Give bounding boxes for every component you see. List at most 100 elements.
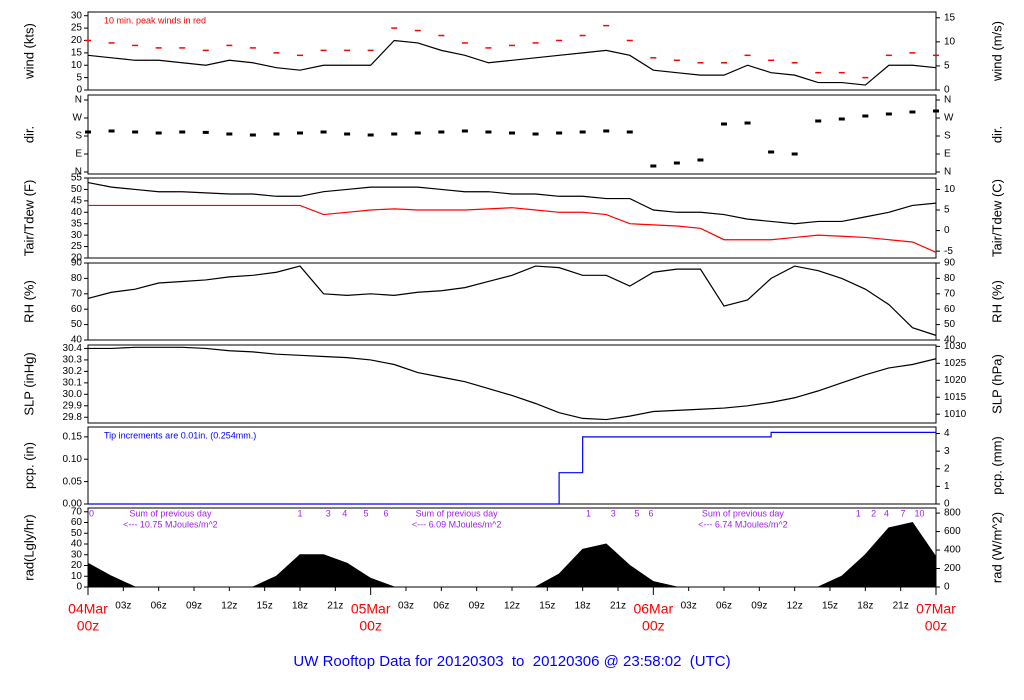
panel-frame bbox=[87, 344, 937, 424]
y-tick-label: 0.05 bbox=[63, 476, 83, 487]
y2-tick-label: 1 bbox=[944, 481, 950, 492]
y-tick-label: 5 bbox=[76, 72, 82, 83]
y2-tick-label: 1020 bbox=[944, 375, 967, 386]
y2-tick-label: 0 bbox=[944, 225, 950, 236]
dir-point bbox=[603, 129, 610, 133]
x-tick-label: 09z bbox=[751, 601, 767, 612]
hour-marker: 1 bbox=[586, 508, 591, 518]
y-tick-label: 0.10 bbox=[63, 454, 83, 465]
footer: UW Rooftop Data for 20120303 to 20120306… bbox=[293, 653, 730, 670]
x-tick-label: 09z bbox=[186, 601, 202, 612]
y-tick-label: 15 bbox=[71, 47, 83, 58]
y-tick-label: 30 bbox=[71, 230, 83, 241]
y-tick-label: 30 bbox=[71, 549, 83, 560]
x-tick-label: 15z bbox=[257, 601, 273, 612]
y-tick-label: 30.2 bbox=[63, 366, 83, 377]
hour-marker: 2 bbox=[871, 508, 876, 518]
hour-marker: 7 bbox=[901, 508, 906, 518]
dir-point bbox=[367, 133, 374, 137]
y-tick-label: 70 bbox=[71, 506, 83, 517]
y-tick-label: 45 bbox=[71, 195, 83, 206]
hour-marker: 3 bbox=[611, 508, 616, 518]
y2-tick-label: 0 bbox=[944, 582, 950, 593]
y2-tick-label: 1015 bbox=[944, 392, 967, 403]
date-label: 07Mar bbox=[916, 601, 956, 617]
y-tick-label: 10 bbox=[71, 60, 83, 71]
x-tick-label: 21z bbox=[327, 601, 343, 612]
y-axis-label: pcp. (in) bbox=[21, 442, 36, 489]
x-tick-label: 06z bbox=[151, 601, 167, 612]
y2-tick-label: 800 bbox=[944, 508, 961, 519]
y-tick-label: 29.9 bbox=[63, 400, 83, 411]
y-tick-label: 20 bbox=[71, 560, 83, 571]
y-tick-label: 50 bbox=[71, 184, 83, 195]
hour-marker: 1 bbox=[856, 508, 861, 518]
y2-tick-label: 5 bbox=[944, 61, 950, 72]
dir-point bbox=[838, 117, 845, 121]
dir-point bbox=[179, 130, 186, 134]
dir-point bbox=[132, 130, 139, 134]
y2-tick-label: 80 bbox=[944, 273, 956, 284]
y-tick-label: 10 bbox=[71, 571, 83, 582]
y-tick-label: 50 bbox=[71, 319, 83, 330]
panel-frame bbox=[87, 177, 937, 259]
series-line bbox=[88, 431, 936, 505]
y2-tick-label: 2 bbox=[944, 463, 950, 474]
panel-frame bbox=[87, 11, 937, 91]
day-sum-value: <--- 6.74 MJoules/m^2 bbox=[698, 519, 788, 529]
annotation: Tip increments are 0.01in. (0.254mm.) bbox=[104, 430, 256, 440]
dir-point bbox=[438, 130, 445, 134]
dir-point bbox=[249, 133, 256, 137]
dir-point bbox=[108, 129, 115, 133]
panel-frame bbox=[87, 262, 937, 341]
y2-axis-label: pcp. (mm) bbox=[989, 436, 1004, 495]
y2-tick-label: 0 bbox=[944, 85, 950, 96]
y2-tick-label: 10 bbox=[944, 184, 956, 195]
y2-axis-label: wind (m/s) bbox=[989, 21, 1004, 82]
y-tick-label: 30.0 bbox=[63, 389, 83, 400]
y2-tick-label: 1010 bbox=[944, 409, 967, 420]
hour-marker: 10 bbox=[915, 508, 925, 518]
y-tick-label: 0.00 bbox=[63, 499, 83, 510]
y2-axis-label: RH (%) bbox=[989, 280, 1004, 323]
y-axis-label: dir. bbox=[21, 126, 36, 143]
day-sum-value: <--- 6.09 MJoules/m^2 bbox=[412, 519, 502, 529]
y-tick-label: 20 bbox=[71, 35, 83, 46]
day-sum-title: Sum of previous day bbox=[416, 508, 499, 518]
y-tick-label: 40 bbox=[71, 335, 83, 346]
dir-point bbox=[721, 122, 727, 126]
hour-marker: 6 bbox=[648, 508, 653, 518]
y-tick-label: 0 bbox=[76, 582, 82, 593]
y-tick-label: 80 bbox=[71, 273, 83, 284]
y2-axis-label: rad (W/m^2) bbox=[989, 512, 1004, 583]
y-axis-label: SLP (inHg) bbox=[21, 352, 36, 415]
x-tick-label: 06z bbox=[716, 601, 732, 612]
hour-marker: 3 bbox=[326, 508, 331, 518]
y-tick-label: 60 bbox=[71, 304, 83, 315]
x-tick-label: 15z bbox=[539, 601, 555, 612]
y2-tick-label: 3 bbox=[944, 446, 950, 457]
series-line bbox=[88, 346, 937, 421]
dir-point bbox=[202, 130, 209, 134]
hour-marker: 1 bbox=[297, 508, 302, 518]
x-tick-label: 12z bbox=[221, 601, 237, 612]
y-tick-label: S bbox=[75, 131, 82, 142]
panel-frame bbox=[87, 94, 937, 175]
date-label: 05Mar bbox=[351, 601, 391, 617]
y2-tick-label: S bbox=[944, 131, 951, 142]
y2-tick-label: 60 bbox=[944, 304, 956, 315]
dir-point bbox=[320, 130, 327, 134]
y-tick-label: 20 bbox=[71, 253, 83, 264]
y2-tick-label: 90 bbox=[944, 258, 956, 269]
y-tick-label: N bbox=[75, 167, 82, 178]
y-tick-label: 25 bbox=[71, 241, 83, 252]
dir-point bbox=[414, 131, 421, 135]
x-tick-label: 15z bbox=[822, 601, 838, 612]
dir-point bbox=[697, 158, 704, 162]
y-tick-label: 55 bbox=[71, 173, 83, 184]
y2-tick-label: 1030 bbox=[944, 341, 967, 352]
y2-tick-label: -5 bbox=[944, 246, 953, 257]
dir-point bbox=[344, 132, 351, 136]
y-tick-label: 60 bbox=[71, 517, 83, 528]
